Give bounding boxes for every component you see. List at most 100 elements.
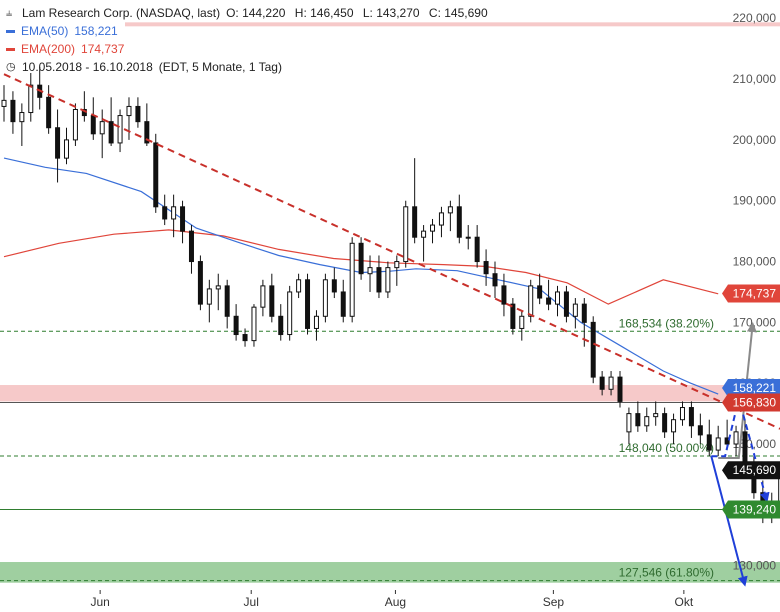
candle-body: [501, 285, 507, 305]
candle-body: [483, 261, 489, 275]
candle-body: [546, 297, 552, 305]
price-tag-shape: [722, 393, 780, 412]
candle-body: [117, 115, 123, 144]
ema200-label: EMA(200): [21, 42, 76, 56]
candle: [188, 225, 194, 274]
candle: [224, 279, 230, 329]
candle-body: [63, 139, 69, 159]
downtrend-line: [3, 73, 780, 430]
candle: [296, 273, 302, 299]
candle: [55, 109, 61, 183]
candle: [305, 273, 311, 335]
candle-body: [46, 96, 52, 129]
candle: [456, 194, 462, 244]
candle: [349, 237, 355, 323]
x-tick-label: Jul: [244, 595, 259, 609]
price-tag-resist: 156,830: [722, 393, 780, 412]
y-tick-label: 210,000: [733, 72, 777, 86]
candle: [331, 267, 337, 299]
candle-body: [233, 315, 239, 336]
price-tag-label: 158,221: [733, 381, 777, 395]
candle-body: [206, 288, 212, 305]
candle: [465, 225, 471, 250]
candle-body: [215, 285, 221, 290]
candle-body: [421, 230, 427, 238]
candle: [394, 255, 400, 286]
candle-body: [55, 127, 61, 159]
fib-level-label: 168,534 (38.20%): [619, 316, 714, 330]
price-tag-ema50: 158,221: [722, 379, 780, 398]
candle: [180, 200, 186, 244]
resistance-zone: [0, 385, 780, 402]
candle-body: [296, 279, 302, 293]
price-tag-last: 145,690: [722, 461, 780, 480]
candle: [19, 103, 25, 146]
candle: [706, 419, 712, 457]
candle: [197, 255, 203, 311]
candle-body: [188, 230, 194, 263]
candle: [563, 285, 569, 323]
candle-body: [242, 334, 248, 342]
candle: [72, 103, 78, 146]
candle-body: [778, 469, 780, 503]
candle: [626, 407, 632, 445]
scenario-up-arrow: [718, 322, 757, 459]
candle: [778, 469, 780, 503]
candle-body: [688, 407, 694, 427]
candle-body: [322, 279, 328, 317]
x-tick-label: Sep: [543, 595, 565, 609]
candle-body: [537, 285, 543, 299]
candle: [617, 371, 623, 408]
candle-body: [465, 236, 471, 239]
candle: [492, 261, 498, 299]
candle-body: [385, 267, 391, 293]
candle-body: [394, 261, 400, 269]
candle: [501, 273, 507, 317]
legend-ema200-row: EMA(200) 174,737: [6, 40, 488, 58]
candle: [474, 225, 480, 268]
candle: [340, 279, 346, 323]
candle-body: [671, 419, 677, 433]
open-value: O: 144,220: [226, 6, 286, 20]
candle-body: [456, 206, 462, 238]
support-zone: [0, 562, 780, 583]
candle: [322, 273, 328, 323]
candle: [546, 279, 552, 311]
date-range: 10.05.2018 - 16.10.2018: [22, 60, 153, 74]
candle: [10, 91, 16, 134]
ema50-swatch: [6, 29, 15, 33]
candle: [260, 279, 266, 317]
candle-body: [492, 273, 498, 287]
candle: [242, 328, 248, 347]
candle: [135, 97, 141, 128]
candle: [590, 316, 596, 384]
scenario-bounce-arrow: [711, 398, 770, 503]
candle-body: [412, 206, 418, 238]
candle: [403, 200, 409, 268]
candle: [215, 273, 221, 311]
y-tick-label: 220,000: [733, 11, 777, 25]
price-tag-shape: [722, 379, 780, 398]
candle: [599, 371, 605, 396]
candle-body: [10, 99, 16, 123]
candle-body: [733, 431, 739, 445]
candle: [269, 273, 275, 323]
candle-body: [662, 413, 668, 433]
upper-resistance-band: [125, 22, 780, 27]
candle: [46, 85, 52, 134]
y-tick-label: 200,000: [733, 133, 777, 147]
candle-body: [72, 108, 78, 141]
legend-ema50-row: EMA(50) 158,221: [6, 22, 488, 40]
candle-body: [438, 212, 444, 226]
candle-body: [305, 279, 311, 329]
candle: [287, 285, 293, 341]
candle-body: [278, 315, 284, 336]
candle: [28, 72, 34, 122]
candle: [117, 109, 123, 153]
candle: [662, 407, 668, 438]
candle-body: [162, 206, 168, 220]
candle-body: [358, 242, 364, 275]
candle: [483, 249, 489, 286]
candle-body: [617, 376, 623, 402]
